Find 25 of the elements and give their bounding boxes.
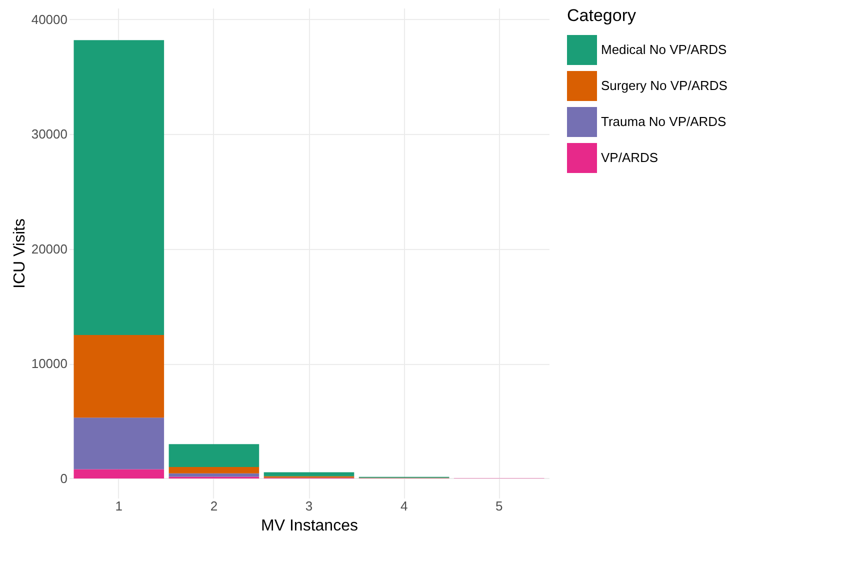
- x-tick-label: 4: [400, 498, 408, 514]
- bar: [168, 467, 260, 474]
- legend-label: Surgery No VP/ARDS: [601, 78, 728, 93]
- bar: [168, 473, 260, 477]
- x-tick-label: 2: [210, 498, 218, 514]
- legend-label: Trauma No VP/ARDS: [601, 114, 727, 129]
- y-tick-label: 10000: [31, 356, 68, 372]
- x-tick-label: 3: [305, 498, 313, 514]
- legend-label: VP/ARDS: [601, 150, 658, 165]
- bar: [74, 418, 164, 470]
- bar: [74, 40, 164, 336]
- bar: [264, 472, 354, 476]
- x-axis-title: MV Instances: [261, 518, 358, 534]
- y-tick-label: 30000: [31, 126, 68, 142]
- y-tick-label: 20000: [31, 241, 68, 256]
- x-tick-label: 1: [115, 498, 123, 514]
- x-tick-label: 5: [495, 498, 503, 514]
- legend-label: Medical No VP/ARDS: [601, 42, 728, 57]
- y-tick-label: 40000: [31, 12, 68, 27]
- bar: [74, 335, 164, 418]
- legend-title: Category: [567, 6, 636, 25]
- y-axis-title: ICU Visits: [11, 218, 28, 288]
- bar: [168, 444, 260, 468]
- y-tick-label: 0: [60, 470, 68, 486]
- bar: [74, 469, 164, 478]
